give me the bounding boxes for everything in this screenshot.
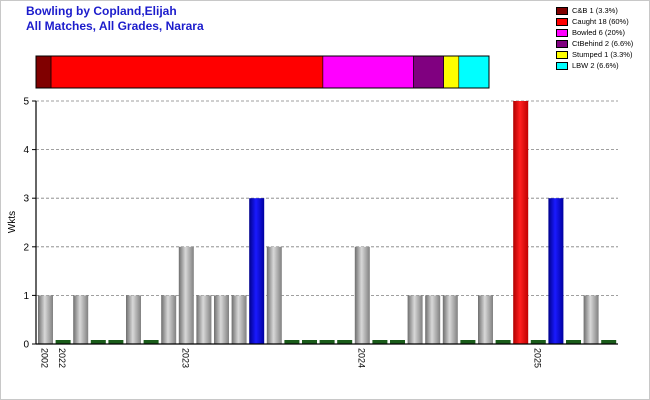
bar — [143, 340, 159, 344]
legend-label-bowled: Bowled 6 (20%) — [572, 28, 625, 37]
breakdown-segment-bowled — [322, 55, 414, 89]
bar — [161, 295, 177, 344]
breakdown-segment-ctbehind — [413, 55, 445, 89]
y-tick-label: 0 — [23, 340, 29, 351]
legend-label-ctbehind: CtBehind 2 (6.6%) — [572, 39, 634, 48]
bar — [266, 246, 282, 344]
bar — [601, 340, 617, 344]
y-tick-label: 2 — [23, 242, 29, 253]
legend-item-lbw: LBW 2 (6.6%) — [556, 60, 633, 71]
legend-label-lbw: LBW 2 (6.6%) — [572, 61, 619, 70]
legend-swatch-ctbehind — [556, 39, 568, 48]
breakdown-segment-cb — [35, 55, 52, 89]
bar — [284, 340, 300, 344]
bar — [513, 101, 529, 344]
x-tick-label: 2002 — [40, 348, 50, 368]
bar — [90, 340, 106, 344]
legend-swatch-stumped — [556, 50, 568, 59]
bar-series — [38, 101, 617, 344]
x-tick-labels: 2002 2022 2023 2024 2025 — [40, 348, 543, 368]
breakdown-segment-stumped — [443, 55, 460, 89]
bar — [566, 340, 581, 344]
bar — [425, 295, 441, 344]
bar — [548, 198, 564, 344]
legend: C&B 1 (3.3%) Caught 18 (60%) Bowled 6 (2… — [556, 5, 633, 71]
legend-swatch-bowled — [556, 28, 568, 37]
bar — [319, 340, 335, 344]
bar — [460, 340, 476, 344]
bar — [407, 295, 423, 344]
grid-lines — [36, 100, 618, 296]
legend-swatch-lbw — [556, 61, 568, 70]
legend-item-bowled: Bowled 6 (20%) — [556, 27, 633, 38]
axes — [35, 101, 618, 345]
legend-item-ctbehind: CtBehind 2 (6.6%) — [556, 38, 633, 49]
bar — [337, 340, 353, 344]
y-axis-label: Wkts — [7, 211, 18, 233]
y-tick-label: 5 — [23, 97, 29, 108]
bar — [583, 295, 599, 344]
legend-swatch-caught — [556, 17, 568, 26]
bar — [214, 295, 229, 344]
y-tick-label: 1 — [23, 291, 29, 302]
y-tick-labels: 0 1 2 3 4 5 — [23, 97, 36, 351]
bar — [108, 340, 124, 344]
bar — [442, 295, 458, 344]
bar — [73, 295, 89, 344]
bar — [126, 295, 141, 344]
x-tick-label: 2024 — [356, 348, 366, 368]
legend-label-caught: Caught 18 (60%) — [572, 17, 629, 26]
title-line-1: Bowling by Copland,Elijah — [26, 4, 177, 18]
dismissal-breakdown-bar — [35, 55, 490, 89]
x-tick-label: 2025 — [532, 348, 542, 368]
y-tick-label: 3 — [23, 194, 29, 205]
bar — [530, 340, 546, 344]
bar — [372, 340, 388, 344]
bar — [196, 295, 212, 344]
legend-item-cb: C&B 1 (3.3%) — [556, 5, 633, 16]
legend-label-cb: C&B 1 (3.3%) — [572, 6, 618, 15]
legend-item-caught: Caught 18 (60%) — [556, 16, 633, 27]
y-tick-label: 4 — [23, 145, 29, 156]
bar — [55, 340, 71, 344]
bar — [249, 198, 265, 344]
bar — [495, 340, 511, 344]
x-tick-label: 2023 — [180, 348, 190, 368]
chart-title: Bowling by Copland,Elijah All Matches, A… — [26, 4, 204, 34]
legend-item-stumped: Stumped 1 (3.3%) — [556, 49, 633, 60]
bar — [38, 295, 53, 344]
legend-swatch-cb — [556, 6, 568, 15]
bar — [354, 246, 370, 344]
x-tick-label: 2022 — [57, 348, 67, 368]
bar — [478, 295, 493, 344]
breakdown-segment-lbw — [458, 55, 490, 89]
breakdown-segment-caught — [50, 55, 324, 89]
bar — [231, 295, 247, 344]
title-line-2: All Matches, All Grades, Narara — [26, 19, 204, 33]
bar — [178, 246, 194, 344]
legend-label-stumped: Stumped 1 (3.3%) — [572, 50, 633, 59]
bar — [390, 340, 405, 344]
breakdown-border — [35, 55, 490, 89]
bar — [302, 340, 317, 344]
